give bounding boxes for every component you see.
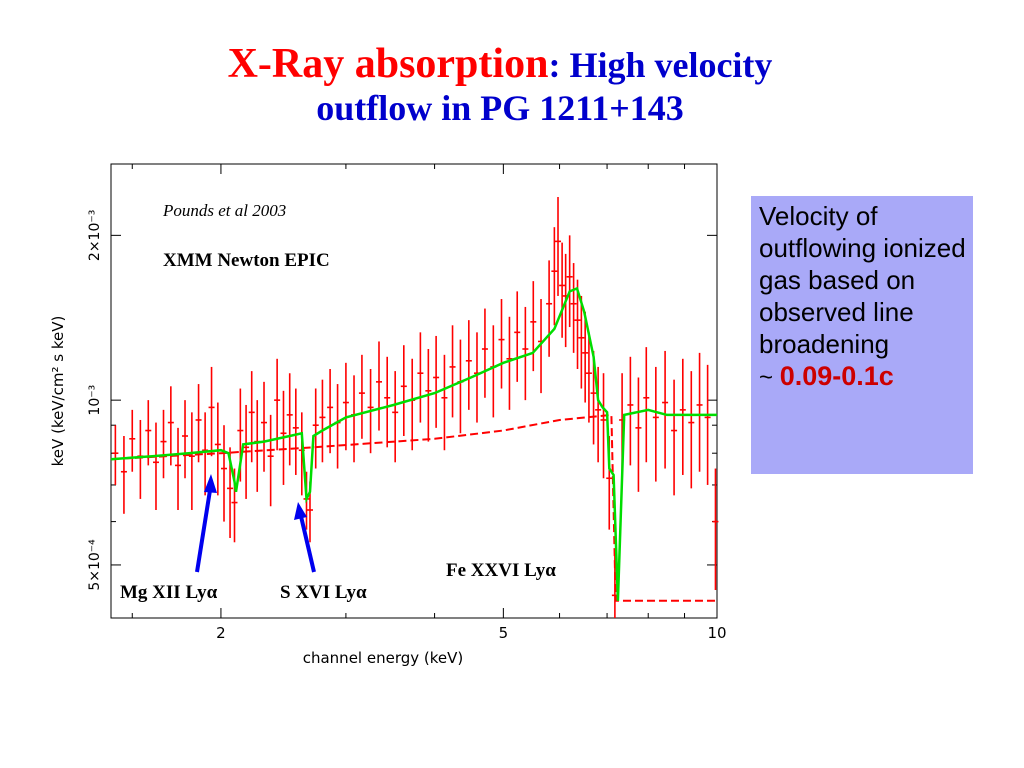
title-line-two: outflow in PG 1211+143 bbox=[316, 88, 684, 129]
x-tick-label: 5 bbox=[499, 624, 509, 642]
plot-frame bbox=[110, 163, 718, 619]
slide-title: X-Ray absorption: High velocity outflow … bbox=[0, 40, 1000, 130]
x-axis-label: channel energy (keV) bbox=[303, 649, 464, 667]
reference-annotation: Pounds et al 2003 bbox=[162, 201, 286, 220]
fe-xxvi-line-label: Fe XXVI Lyα bbox=[446, 560, 556, 581]
approx-symbol: ~ bbox=[759, 364, 780, 391]
velocity-value: 0.09-0.1c bbox=[779, 361, 894, 391]
spectrum-figure: 2 5 10 5×10⁻⁴ 10⁻³ 2×10⁻³ channel energy (keV… bbox=[43, 162, 731, 668]
s-xvi-line-label: S XVI Lyα bbox=[280, 582, 367, 603]
velocity-note-box: Velocity of outflowing ionized gas based… bbox=[751, 196, 973, 474]
y-axis-label: keV (keV/cm² s keV) bbox=[49, 316, 67, 467]
continuum-model-line bbox=[110, 413, 717, 602]
mg-xii-line-label: Mg XII Lyα bbox=[120, 582, 218, 603]
spectrum-chart: 2 5 10 5×10⁻⁴ 10⁻³ 2×10⁻³ channel energy (keV… bbox=[49, 163, 727, 667]
absorbed-model-line bbox=[110, 286, 717, 601]
y-tick-label: 2×10⁻³ bbox=[87, 210, 103, 261]
instrument-annotation: XMM Newton EPIC bbox=[163, 250, 330, 271]
title-colon: : bbox=[548, 45, 561, 85]
s-xvi-arrow bbox=[294, 502, 316, 573]
series-layer bbox=[110, 197, 719, 618]
title-part-high-velocity: High velocity bbox=[560, 45, 773, 85]
title-part-absorption: X-Ray absorption bbox=[227, 41, 549, 87]
x-tick-label: 2 bbox=[216, 624, 226, 642]
mg-xii-arrow bbox=[195, 474, 217, 573]
velocity-note-text: Velocity of outflowing ionized gas based… bbox=[759, 201, 966, 359]
y-tick-label: 10⁻³ bbox=[87, 385, 103, 416]
axis-ticks: 2 5 10 5×10⁻⁴ 10⁻³ 2×10⁻³ bbox=[87, 164, 727, 642]
x-tick-label: 10 bbox=[707, 624, 726, 642]
y-tick-label: 5×10⁻⁴ bbox=[87, 539, 103, 591]
